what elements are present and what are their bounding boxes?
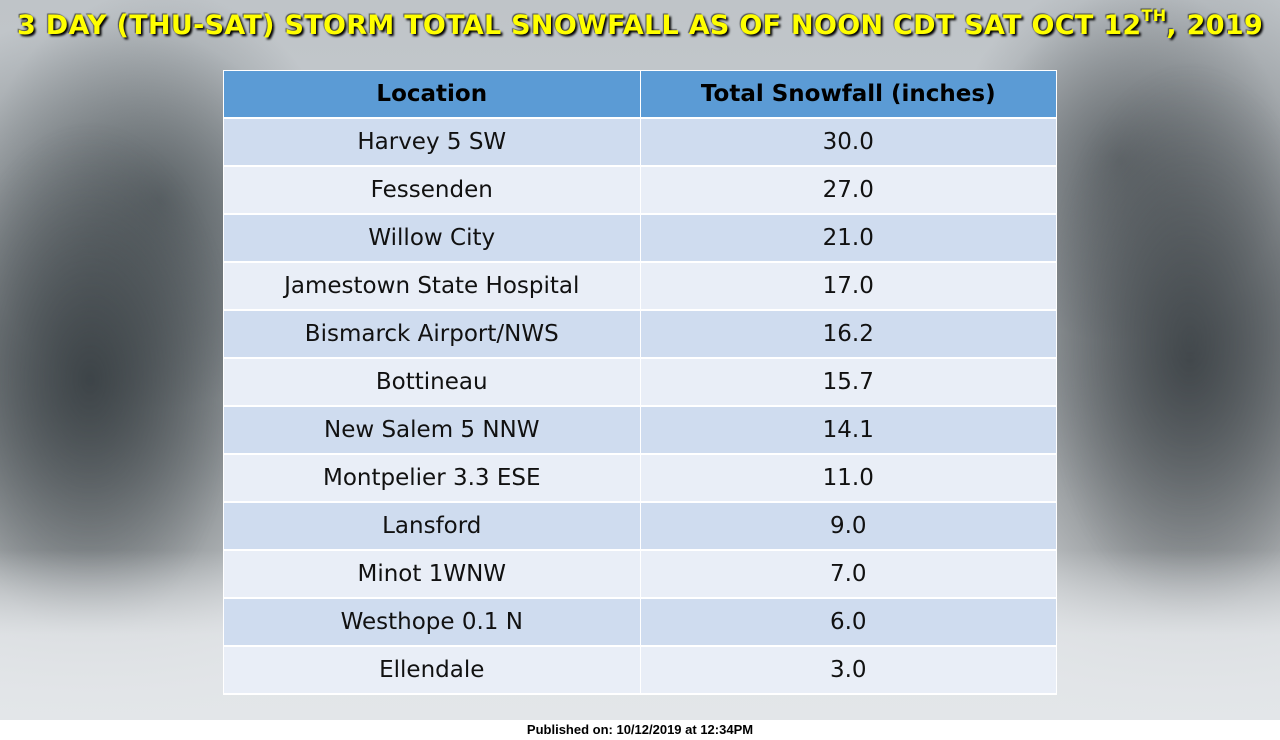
title-superscript: TH [1141,6,1167,25]
table-row: Harvey 5 SW 30.0 [223,117,1058,167]
cell-snowfall: 15.7 [639,357,1058,407]
table-row: Minot 1WNW 7.0 [223,549,1058,599]
cell-location: Jamestown State Hospital [223,261,641,311]
cell-location: Bottineau [223,357,641,407]
snowy-tree-right [1040,60,1280,620]
table-row: Westhope 0.1 N 6.0 [223,597,1058,647]
cell-location: Bismarck Airport/NWS [223,309,641,359]
slide-background: 3 DAY (THU-SAT) STORM TOTAL SNOWFALL AS … [0,0,1280,720]
cell-snowfall: 9.0 [639,501,1058,551]
cell-location: Westhope 0.1 N [223,597,641,647]
table-row: Bottineau 15.7 [223,357,1058,407]
cell-snowfall: 27.0 [639,165,1058,215]
table-row: Bismarck Airport/NWS 16.2 [223,309,1058,359]
cell-snowfall: 6.0 [639,597,1058,647]
title-main: 3 DAY (THU-SAT) STORM TOTAL SNOWFALL AS … [16,10,1142,41]
cell-location: Ellendale [223,645,641,695]
header-snowfall: Total Snowfall (inches) [639,70,1058,119]
cell-snowfall: 16.2 [639,309,1058,359]
cell-location: Minot 1WNW [223,549,641,599]
cell-snowfall: 14.1 [639,405,1058,455]
snowfall-table: Location Total Snowfall (inches) Harvey … [223,70,1058,695]
table-row: Lansford 9.0 [223,501,1058,551]
cell-location: Lansford [223,501,641,551]
table-row: Montpelier 3.3 ESE 11.0 [223,453,1058,503]
cell-snowfall: 3.0 [639,645,1058,695]
page-title: 3 DAY (THU-SAT) STORM TOTAL SNOWFALL AS … [0,6,1280,41]
cell-location: Willow City [223,213,641,263]
cell-snowfall: 21.0 [639,213,1058,263]
title-suffix: , 2019 [1166,10,1264,41]
table-row: Willow City 21.0 [223,213,1058,263]
published-footer: Published on: 10/12/2019 at 12:34PM [526,722,754,737]
cell-snowfall: 17.0 [639,261,1058,311]
cell-location: Harvey 5 SW [223,117,641,167]
cell-snowfall: 7.0 [639,549,1058,599]
cell-location: Montpelier 3.3 ESE [223,453,641,503]
table-row: New Salem 5 NNW 14.1 [223,405,1058,455]
table-row: Fessenden 27.0 [223,165,1058,215]
table-header-row: Location Total Snowfall (inches) [223,70,1058,119]
table-row: Jamestown State Hospital 17.0 [223,261,1058,311]
table-row: Ellendale 3.0 [223,645,1058,695]
header-location: Location [223,70,641,119]
cell-snowfall: 11.0 [639,453,1058,503]
cell-location: Fessenden [223,165,641,215]
cell-snowfall: 30.0 [639,117,1058,167]
cell-location: New Salem 5 NNW [223,405,641,455]
